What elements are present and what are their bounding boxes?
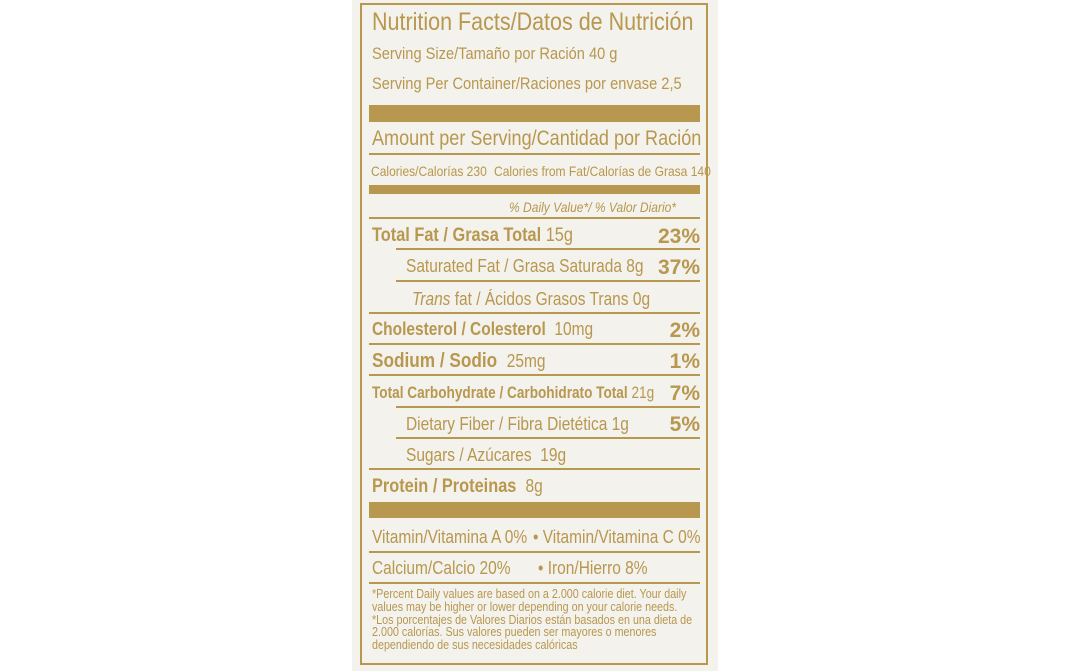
nutrient-amount: 25mg bbox=[506, 351, 546, 371]
calories-from-fat: Calories from Fat/Calorías de Grasa 140 bbox=[494, 163, 711, 179]
servings-per-container: Serving Per Container/Raciones por envas… bbox=[372, 74, 682, 93]
daily-value-header: % Daily Value*/ % Valor Diario* bbox=[509, 199, 677, 215]
calories: Calories/Calorías 230 bbox=[371, 163, 487, 179]
nutrient-amount: 10mg bbox=[554, 319, 594, 339]
nutrition-label: Nutrition Facts/Datos de Nutrición Servi… bbox=[352, 0, 718, 671]
label-border bbox=[360, 3, 708, 665]
nutrient-amount: 8g bbox=[525, 476, 543, 496]
nutrient-total-carbohydrate: Total Carbohydrate / Carbohidrato Total … bbox=[372, 384, 654, 401]
nutrient-total-fat: Total Fat / Grasa Total 15g bbox=[372, 226, 573, 245]
dv-sodium: 1% bbox=[669, 350, 700, 373]
nutrient-dietary-fiber: Dietary Fiber / Fibra Dietética 1g bbox=[406, 415, 629, 433]
dv-saturated-fat: 37% bbox=[657, 256, 700, 279]
calcium: Calcium/Calcio 20% bbox=[372, 558, 511, 578]
dv-dietary-fiber: 5% bbox=[669, 413, 700, 436]
divider bbox=[369, 343, 700, 345]
nutrient-name: Total Carbohydrate / Carbohidrato Total bbox=[372, 383, 628, 402]
divider bbox=[396, 406, 700, 408]
nutrient-name: Sugars / Azúcares bbox=[406, 445, 532, 465]
nutrient-amount: 0g bbox=[632, 289, 651, 309]
nutrient-name: Total Fat / Grasa Total bbox=[372, 225, 542, 246]
nutrient-amount: 21g bbox=[631, 383, 655, 402]
dv-total-fat: 23% bbox=[657, 225, 700, 248]
nutrient-name-italic: Trans bbox=[412, 289, 451, 309]
nutrient-cholesterol: Cholesterol / Colesterol 10mg bbox=[372, 320, 593, 338]
divider bbox=[369, 153, 700, 155]
nutrient-amount: 19g bbox=[540, 445, 567, 465]
dv-cholesterol: 2% bbox=[669, 319, 700, 342]
nutrient-protein: Protein / Proteinas 8g bbox=[372, 477, 543, 496]
medium-divider bbox=[369, 185, 700, 194]
nutrient-name: Sodium / Sodio bbox=[372, 350, 498, 372]
divider bbox=[369, 551, 700, 553]
nutrient-amount: 15g bbox=[545, 225, 573, 246]
divider bbox=[369, 468, 700, 470]
divider bbox=[396, 437, 700, 439]
nutrient-sodium: Sodium / Sodio 25mg bbox=[372, 351, 545, 371]
divider bbox=[369, 217, 700, 219]
thick-divider bbox=[369, 105, 700, 122]
iron: • Iron/Hierro 8% bbox=[538, 558, 648, 578]
vitamin-c: • Vitamin/Vitamina C 0% bbox=[533, 527, 701, 547]
footnote: *Percent Daily values are based on a 2.0… bbox=[372, 588, 699, 652]
serving-size: Serving Size/Tamaño por Ración 40 g bbox=[372, 44, 618, 63]
divider bbox=[369, 374, 700, 376]
nutrient-saturated-fat: Saturated Fat / Grasa Saturada 8g bbox=[406, 257, 644, 275]
amount-per-serving: Amount per Serving/Cantidad por Ración bbox=[372, 127, 702, 150]
nutrient-name: Protein / Proteinas bbox=[372, 476, 517, 497]
divider bbox=[369, 582, 700, 584]
nutrient-name: fat / Ácidos Grasos Trans bbox=[454, 289, 629, 309]
footnote-spanish: *Los porcentajes de Valores Diarios está… bbox=[372, 612, 693, 653]
dv-total-carbohydrate: 7% bbox=[669, 382, 700, 405]
label-title: Nutrition Facts/Datos de Nutrición bbox=[372, 8, 694, 36]
nutrient-name: Dietary Fiber / Fibra Dietética bbox=[406, 414, 608, 434]
divider bbox=[396, 248, 700, 250]
nutrient-name: Cholesterol / Colesterol bbox=[372, 319, 546, 339]
divider bbox=[369, 312, 700, 314]
divider bbox=[396, 280, 700, 282]
nutrient-sugars: Sugars / Azúcares 19g bbox=[406, 446, 566, 464]
nutrient-trans-fat: Trans fat / Ácidos Grasos Trans 0g bbox=[412, 290, 650, 308]
vitamin-a: Vitamin/Vitamina A 0% bbox=[372, 527, 528, 547]
footnote-english: *Percent Daily values are based on a 2.0… bbox=[372, 587, 687, 614]
thick-divider bbox=[369, 502, 700, 518]
nutrient-amount: 1g bbox=[611, 414, 629, 434]
nutrient-name: Saturated Fat / Grasa Saturada bbox=[406, 256, 622, 276]
nutrient-amount: 8g bbox=[626, 256, 644, 276]
